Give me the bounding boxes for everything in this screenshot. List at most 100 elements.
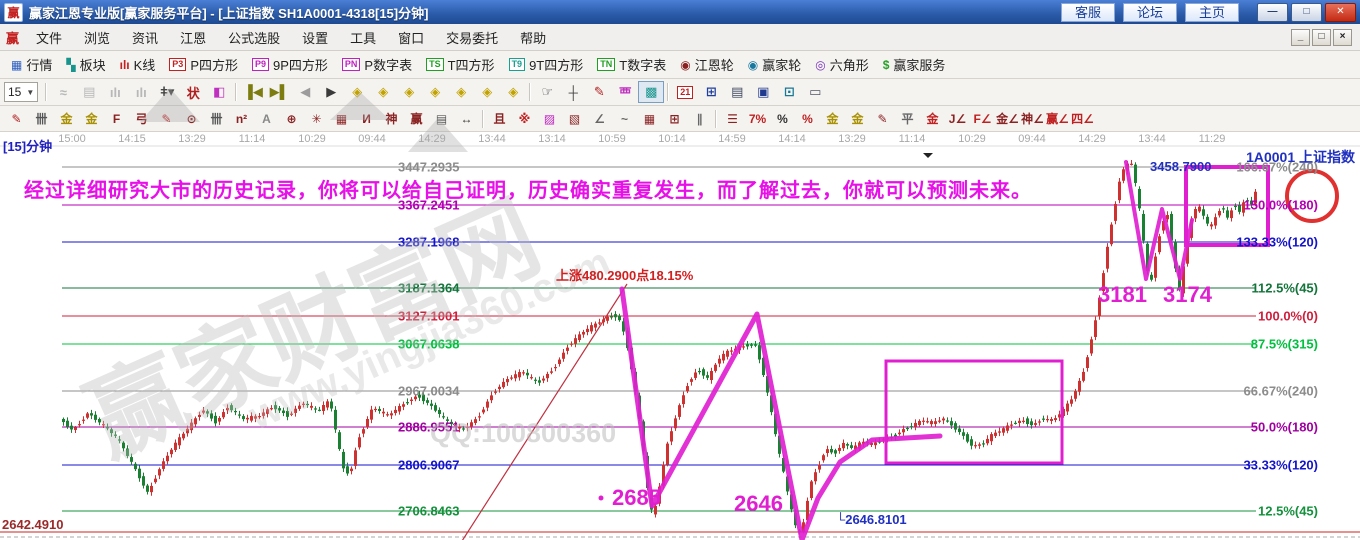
angle-four-icon[interactable]: 四∠ xyxy=(1071,112,1094,126)
menu-item-设置[interactable]: 设置 xyxy=(302,30,329,46)
menu-item-交易委托[interactable]: 交易委托 xyxy=(446,30,499,46)
first-bar-icon[interactable]: ▐◀ xyxy=(243,84,263,99)
text-marker-icon[interactable]: A xyxy=(262,111,271,126)
sectors-button[interactable]: ▚ 板块 xyxy=(66,55,105,74)
winner-wheel-button[interactable]: ◉ 赢家轮 xyxy=(748,55,802,74)
angle-j-icon[interactable]: J∠ xyxy=(948,111,967,126)
9t-square-button[interactable]: T9 9T四方形 xyxy=(508,55,583,74)
grid-1-icon[interactable]: ▦ xyxy=(643,111,656,126)
9p-square-button[interactable]: P9 9P四方形 xyxy=(251,55,328,74)
speed-fan-icon[interactable]: ※ xyxy=(518,111,531,126)
p-table-button[interactable]: PN P数字表 xyxy=(341,55,412,74)
brush3-tool-icon[interactable]: ✎ xyxy=(877,111,888,126)
percent-lines-icon[interactable]: % xyxy=(802,111,813,126)
send-icon[interactable]: ⊡ xyxy=(783,84,795,99)
gold-red-icon[interactable]: 金 xyxy=(926,112,939,126)
brush-tool-icon[interactable]: ✎ xyxy=(11,111,22,126)
dark-box-icon[interactable]: ▧ xyxy=(568,111,581,126)
time-circle-icon[interactable]: ⊙ xyxy=(186,111,197,126)
diamond-tool-7-icon[interactable]: ◈ xyxy=(508,84,519,99)
t-square-button[interactable]: TS T四方形 xyxy=(426,55,495,74)
gann-wheel-button[interactable]: ◉ 江恩轮 xyxy=(680,55,734,74)
winner-service-button[interactable]: $ 赢家服务 xyxy=(883,55,946,74)
bars-3-icon[interactable]: ılı xyxy=(109,84,121,100)
wave-tool-icon[interactable]: ≈ xyxy=(59,84,67,100)
menu-item-文件[interactable]: 文件 xyxy=(36,30,63,46)
draw-pen-icon[interactable]: ✎ xyxy=(593,84,605,99)
calculator-icon[interactable]: ⊞ xyxy=(705,84,717,99)
measure-icon[interactable]: ↔ xyxy=(460,111,473,126)
mdi-minimize-button[interactable]: _ xyxy=(1291,28,1310,46)
bars-9-icon[interactable]: ılı xyxy=(135,84,147,100)
notes-icon[interactable]: ▤ xyxy=(731,84,744,99)
gold-lines-1-icon[interactable]: 金 xyxy=(60,112,73,126)
restore-button[interactable]: □ xyxy=(1291,2,1322,22)
mdi-close-button[interactable]: × xyxy=(1333,28,1352,46)
minimize-button[interactable]: — xyxy=(1257,2,1288,22)
crosshair-tool-icon[interactable]: ┼ xyxy=(568,84,578,100)
grid-box-icon[interactable]: ▦ xyxy=(335,111,348,126)
grid-2-icon[interactable]: ⊞ xyxy=(669,111,680,126)
menu-item-帮助[interactable]: 帮助 xyxy=(520,30,547,46)
spiral-tool-icon[interactable]: 弓 xyxy=(135,112,148,126)
menu-item-窗口[interactable]: 窗口 xyxy=(398,30,425,46)
fan-lines-icon[interactable]: ∠ xyxy=(594,111,605,126)
candlestick-canvas[interactable] xyxy=(0,132,1360,540)
mdi-restore-button[interactable]: □ xyxy=(1312,28,1331,46)
magenta-box-icon[interactable]: ▨ xyxy=(543,111,556,126)
region-tool-icon[interactable]: ▩ xyxy=(638,81,665,103)
diamond-tool-2-icon[interactable]: ◈ xyxy=(378,84,389,99)
hand-tool-icon[interactable]: ☞ xyxy=(541,84,554,99)
quotes-button[interactable]: ▦ 行情 xyxy=(11,55,52,74)
save-icon[interactable]: ▣ xyxy=(757,84,770,99)
kline-button[interactable]: ılı K线 xyxy=(120,55,156,74)
diamond-tool-6-icon[interactable]: ◈ xyxy=(482,84,493,99)
p-square-button[interactable]: P3 P四方形 xyxy=(169,55,238,74)
angle-f-icon[interactable]: F∠ xyxy=(973,111,992,126)
angle-win-icon[interactable]: 赢∠ xyxy=(1046,112,1069,126)
scale-icon[interactable]: ☰ xyxy=(727,111,738,126)
diamond-tool-3-icon[interactable]: ◈ xyxy=(404,84,415,99)
percent-icon[interactable]: % xyxy=(777,111,788,126)
menu-item-江恩[interactable]: 江恩 xyxy=(180,30,207,46)
n-square-icon[interactable]: n² xyxy=(235,111,248,126)
prev-bar-icon[interactable]: ◀ xyxy=(300,84,311,99)
diamond-tool-1-icon[interactable]: ◈ xyxy=(352,84,363,99)
parallel-icon[interactable]: ∥ xyxy=(696,111,703,126)
menu-item-工具[interactable]: 工具 xyxy=(350,30,377,46)
menu-item-资讯[interactable]: 资讯 xyxy=(132,30,159,46)
next-bar-icon[interactable]: ▶ xyxy=(326,84,337,99)
hexagon-button[interactable]: ◎ 六角形 xyxy=(815,55,869,74)
tick-lines-icon[interactable]: 卌 xyxy=(210,112,223,126)
calendar-icon[interactable]: 21 xyxy=(672,81,698,103)
quick-button-论坛[interactable]: 论坛 xyxy=(1122,3,1177,22)
angle-shen-icon[interactable]: 神∠ xyxy=(1021,112,1044,126)
candle-style-icon[interactable]: ǂ▾ xyxy=(160,84,175,99)
printer-icon[interactable]: ▭ xyxy=(809,84,822,99)
price-lines-icon[interactable]: 卌 xyxy=(35,112,48,126)
menu-item-公式选股[interactable]: 公式选股 xyxy=(228,30,281,46)
wave-mark-icon[interactable]: И xyxy=(362,111,371,126)
brush2-tool-icon[interactable]: ✎ xyxy=(161,111,172,126)
flat-grid-icon[interactable]: 平 xyxy=(901,112,914,126)
quick-button-客服[interactable]: 客服 xyxy=(1060,3,1115,22)
last-bar-icon[interactable]: ▶▌ xyxy=(269,84,289,99)
count-ruler-icon[interactable]: ▤ xyxy=(435,111,448,126)
gold-level-icon[interactable]: 金 xyxy=(851,112,864,126)
circle-cross-icon[interactable]: ⊕ xyxy=(286,111,297,126)
star-circle-icon[interactable]: ✳ xyxy=(311,111,322,126)
gold-lines-2-icon[interactable]: 金 xyxy=(85,112,98,126)
seven-pct-icon[interactable]: 7% xyxy=(748,111,767,126)
box-tool-icon[interactable]: 且 xyxy=(493,112,506,126)
close-button[interactable]: ✕ xyxy=(1325,2,1356,22)
gold-circle-icon[interactable]: 金 xyxy=(826,112,839,126)
diamond-tool-5-icon[interactable]: ◈ xyxy=(456,84,467,99)
angle-gold-icon[interactable]: 金∠ xyxy=(996,112,1019,126)
diamond-tool-4-icon[interactable]: ◈ xyxy=(430,84,441,99)
chart-area[interactable]: [15]分钟 1A0001 上证指数 赢家财富网 www.yingjia360.… xyxy=(0,132,1360,540)
quick-button-主页[interactable]: 主页 xyxy=(1184,3,1239,22)
shen-lines-icon[interactable]: 神 xyxy=(385,112,398,126)
gann-shape-icon[interactable]: 状 xyxy=(186,85,200,101)
t-table-button[interactable]: TN T数字表 xyxy=(597,55,666,74)
menu-item-浏览[interactable]: 浏览 xyxy=(84,30,111,46)
